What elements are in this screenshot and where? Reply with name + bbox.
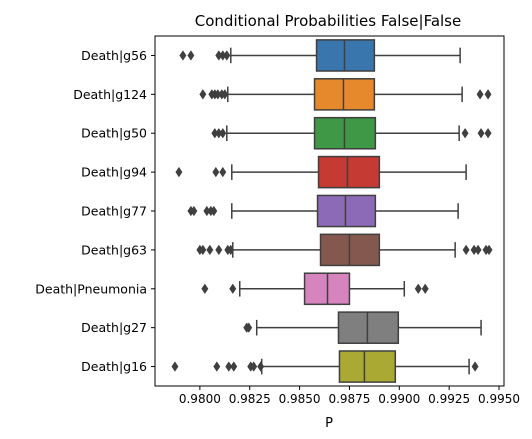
outlier-point	[476, 89, 484, 100]
outlier-point	[210, 205, 218, 217]
chart-title: Conditional Probabilities False|False	[195, 12, 461, 30]
x-axis-label: P	[325, 416, 333, 431]
outlier-point	[245, 322, 253, 333]
outlier-point	[219, 127, 227, 139]
outlier-point	[474, 244, 482, 256]
box-group	[171, 350, 479, 383]
box	[317, 155, 381, 189]
x-tick-label: 0.9900	[378, 392, 420, 406]
outlier-point	[215, 244, 223, 256]
box	[338, 350, 397, 383]
y-tick-label: Death|g94	[81, 165, 147, 180]
box-group	[211, 116, 492, 150]
box	[337, 311, 400, 344]
outlier-point	[477, 127, 485, 139]
box	[316, 194, 377, 228]
y-tick-label: Death|g56	[81, 48, 147, 63]
outlier-point	[171, 361, 179, 372]
x-tick-label: 0.9925	[428, 392, 470, 406]
outlier-point	[229, 283, 237, 295]
box	[315, 39, 376, 72]
outlier-point	[179, 50, 187, 61]
x-tick-label: 0.9800	[179, 392, 221, 406]
outlier-point	[227, 244, 235, 256]
outlier-point	[257, 361, 265, 372]
outlier-point	[201, 283, 209, 295]
outlier-point	[175, 166, 183, 178]
outlier-point	[462, 244, 470, 256]
outlier-point	[461, 127, 469, 139]
outlier-point	[221, 89, 229, 100]
box-group	[243, 311, 482, 344]
box-group	[199, 78, 492, 111]
outlier-point	[414, 283, 422, 295]
outlier-point	[219, 166, 227, 178]
outlier-point	[230, 361, 238, 372]
box-group	[179, 39, 461, 72]
outlier-point	[223, 50, 231, 61]
box-group	[201, 272, 429, 306]
outlier-point	[212, 166, 220, 178]
y-tick-label: Death|g27	[81, 320, 147, 335]
outlier-point	[485, 244, 493, 256]
outlier-point	[225, 361, 233, 372]
box-group	[175, 155, 467, 189]
x-tick-label: 0.9875	[328, 392, 370, 406]
x-tick-label: 0.9825	[229, 392, 271, 406]
outlier-point	[190, 205, 198, 217]
outlier-point	[471, 361, 479, 372]
outlier-point	[199, 244, 207, 256]
outlier-point	[421, 283, 429, 295]
x-tick-label: 0.9950	[478, 392, 520, 406]
x-tick-label: 0.9850	[279, 392, 321, 406]
outlier-point	[484, 89, 492, 100]
box-group	[196, 233, 493, 267]
y-tick-label: Death|g50	[81, 126, 147, 141]
y-tick-label: Death|g16	[81, 359, 147, 374]
y-tick-label: Death|Pneumonia	[35, 281, 147, 296]
outlier-point	[484, 127, 492, 139]
y-tick-label: Death|g77	[81, 204, 147, 219]
y-tick-label: Death|g63	[81, 242, 147, 257]
box	[313, 78, 376, 111]
box-group	[187, 194, 459, 228]
outlier-point	[206, 244, 214, 256]
outlier-point	[250, 361, 258, 372]
outlier-point	[213, 361, 221, 372]
outlier-point	[199, 89, 207, 100]
outlier-point	[187, 50, 195, 61]
y-tick-label: Death|g124	[73, 87, 147, 102]
